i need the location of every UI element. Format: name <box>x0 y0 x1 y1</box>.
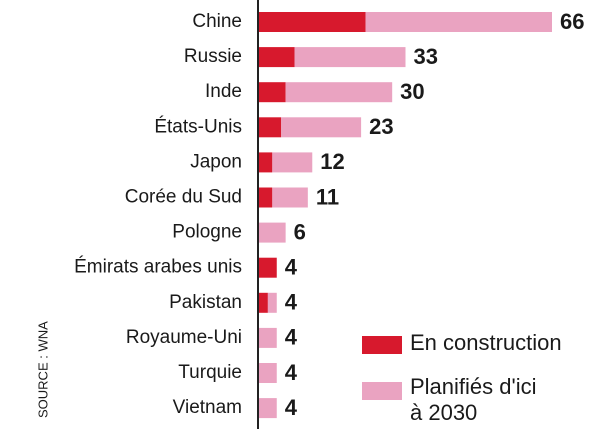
total-label: 23 <box>369 114 393 139</box>
category-label: Chine <box>192 11 242 32</box>
legend-label: Planifiés d'ici à 2030 <box>410 374 537 425</box>
total-label: 12 <box>320 149 344 174</box>
bar-segment <box>259 152 273 173</box>
category-label: Japon <box>190 151 242 172</box>
category-label: Vietnam <box>173 397 242 418</box>
bar-segment <box>285 82 393 103</box>
bar-segment <box>259 187 273 208</box>
bar-segment <box>259 222 286 243</box>
source: SOURCE : WNA <box>35 321 50 418</box>
total-label: 11 <box>316 184 339 209</box>
bar-segment <box>272 187 308 208</box>
total-label: 4 <box>285 255 298 280</box>
total-label: 6 <box>294 219 306 244</box>
total-label: 33 <box>414 44 438 69</box>
category-label: Corée du Sud <box>125 187 242 208</box>
category-label: Pologne <box>172 222 242 243</box>
legend-swatch <box>362 382 402 400</box>
bar-segment <box>259 117 282 138</box>
total-label: 4 <box>285 325 298 350</box>
total-label: 4 <box>285 360 298 385</box>
bar-segment <box>259 363 277 383</box>
bar-segment <box>259 327 277 348</box>
category-label: États-Unis <box>154 116 242 137</box>
bar-segment <box>281 117 362 138</box>
total-label: 30 <box>400 79 424 104</box>
legend-label: En construction <box>410 330 562 355</box>
bar-segment <box>259 82 286 103</box>
bar-segment <box>294 47 406 68</box>
category-label: Émirats arabes unis <box>74 257 242 278</box>
bar-segment <box>259 398 277 419</box>
bar-segment <box>259 292 268 313</box>
total-label: 66 <box>560 9 584 34</box>
total-label: 4 <box>285 290 298 315</box>
legend-swatch <box>362 336 402 354</box>
bar-segment <box>272 152 313 173</box>
category-label: Royaume-Uni <box>126 327 242 348</box>
total-label: 4 <box>285 395 298 420</box>
category-label: Russie <box>184 46 242 67</box>
bar-segment <box>365 12 552 32</box>
category-label: Pakistan <box>169 292 242 313</box>
category-label: Inde <box>205 81 242 102</box>
bar-segment <box>259 257 277 278</box>
bar-segment <box>259 12 366 32</box>
bar-segment <box>259 47 295 68</box>
bar-segment <box>267 292 277 313</box>
category-label: Turquie <box>178 362 242 383</box>
